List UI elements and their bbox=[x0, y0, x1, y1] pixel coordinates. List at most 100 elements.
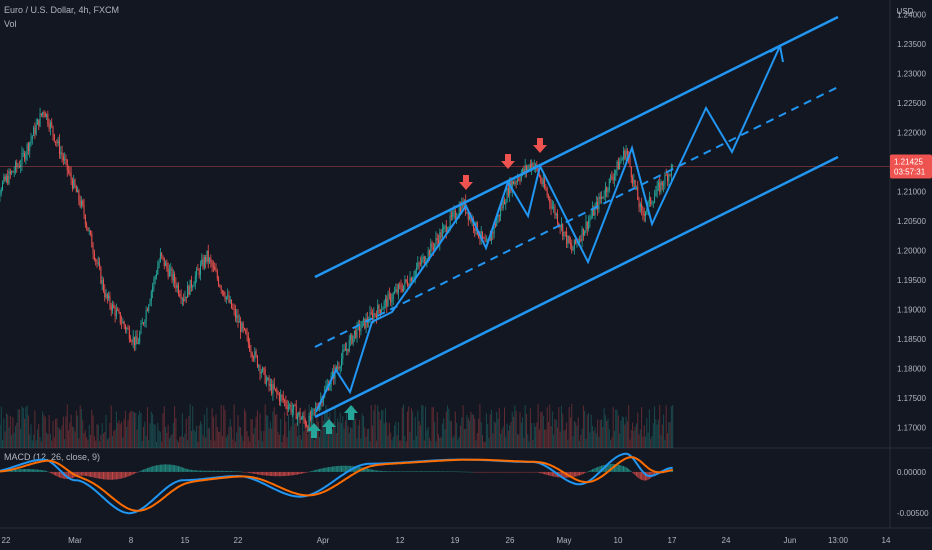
macd-histogram-bar bbox=[620, 465, 622, 472]
candle-body bbox=[179, 293, 181, 297]
candle-body bbox=[422, 256, 424, 260]
candle-body bbox=[625, 150, 627, 159]
candle-body bbox=[364, 318, 366, 329]
volume-bar bbox=[196, 425, 198, 448]
candle-body bbox=[619, 162, 621, 170]
volume-bar bbox=[666, 433, 668, 448]
symbol-title[interactable]: Euro / U.S. Dollar, 4h, FXCM bbox=[4, 5, 120, 15]
macd-histogram-bar bbox=[497, 471, 499, 473]
macd-histogram-bar bbox=[144, 469, 146, 472]
macd-histogram-bar bbox=[243, 471, 245, 473]
volume-bar bbox=[5, 413, 7, 448]
volume-bar bbox=[359, 419, 361, 448]
macd-histogram-bar bbox=[494, 471, 496, 473]
macd-histogram-bar bbox=[302, 471, 304, 474]
candle-body bbox=[25, 154, 27, 160]
macd-histogram-bar bbox=[196, 470, 198, 472]
candle-body bbox=[467, 212, 469, 220]
candle-body bbox=[175, 282, 177, 289]
volume-bar bbox=[638, 434, 640, 448]
volume-bar bbox=[412, 411, 414, 448]
volume-bar bbox=[84, 430, 86, 448]
macd-histogram-bar bbox=[295, 471, 297, 475]
volume-bar bbox=[575, 422, 577, 448]
macd-histogram-bar bbox=[579, 471, 581, 476]
candle-body bbox=[643, 213, 645, 217]
candle-body bbox=[414, 270, 416, 277]
volume-bar bbox=[79, 405, 81, 448]
macd-histogram-bar bbox=[101, 471, 103, 480]
macd-histogram-bar bbox=[16, 469, 18, 472]
volume-bar bbox=[126, 426, 128, 448]
volume-bar bbox=[500, 433, 502, 448]
price-tick-label: 1.17500 bbox=[897, 394, 926, 403]
macd-histogram-bar bbox=[255, 471, 257, 475]
volume-bar bbox=[379, 419, 381, 448]
candle-body bbox=[232, 307, 234, 309]
volume-bar bbox=[97, 424, 99, 448]
macd-histogram-bar bbox=[427, 471, 429, 472]
macd-histogram-bar bbox=[335, 466, 337, 472]
volume-bar bbox=[651, 435, 653, 448]
macd-histogram-bar bbox=[421, 471, 423, 472]
candle-body bbox=[434, 243, 436, 250]
macd-histogram-bar bbox=[184, 468, 186, 472]
macd-histogram-bar bbox=[487, 471, 489, 473]
candle-body bbox=[532, 163, 534, 167]
candle-body bbox=[13, 171, 15, 173]
volume-bar bbox=[150, 411, 152, 448]
macd-histogram-bar bbox=[645, 471, 646, 481]
volume-bar bbox=[212, 416, 214, 448]
macd-histogram-bar bbox=[480, 471, 482, 473]
candle-body bbox=[554, 206, 556, 216]
candle-body bbox=[443, 226, 445, 229]
macd-histogram-bar bbox=[136, 471, 138, 473]
macd-histogram-bar bbox=[339, 465, 341, 472]
candle-body bbox=[207, 250, 209, 262]
volume-bar bbox=[586, 414, 588, 448]
volume-bar bbox=[223, 405, 225, 448]
volume-bar bbox=[369, 441, 371, 448]
macd-histogram-bar bbox=[247, 471, 249, 473]
candle-body bbox=[102, 280, 104, 291]
volume-bar bbox=[285, 421, 287, 448]
volume-label[interactable]: Vol bbox=[4, 19, 17, 29]
candle-body bbox=[71, 179, 73, 189]
volume-bar bbox=[320, 430, 322, 448]
candle-body bbox=[112, 304, 114, 311]
macd-histogram-bar bbox=[476, 471, 478, 473]
volume-bar bbox=[546, 407, 548, 448]
volume-bar bbox=[74, 431, 76, 448]
volume-bar bbox=[471, 414, 473, 448]
candle-body bbox=[36, 119, 38, 125]
macd-histogram-bar bbox=[324, 467, 326, 472]
volume-bar bbox=[607, 418, 609, 448]
volume-bar bbox=[559, 431, 561, 448]
volume-bar bbox=[162, 413, 164, 448]
volume-bar bbox=[540, 411, 542, 448]
volume-bar bbox=[317, 421, 319, 448]
macd-histogram-bar bbox=[236, 471, 238, 472]
macd-histogram-bar bbox=[29, 469, 31, 472]
volume-bar bbox=[295, 422, 297, 448]
candle-body bbox=[576, 241, 578, 244]
volume-bar bbox=[262, 441, 264, 448]
candle-body bbox=[194, 276, 196, 285]
candle-body bbox=[440, 232, 442, 238]
volume-bar bbox=[672, 404, 674, 448]
signal-line bbox=[0, 456, 673, 512]
macd-histogram-bar bbox=[425, 471, 427, 472]
volume-bar bbox=[593, 431, 595, 448]
time-axis-label: 22 bbox=[2, 536, 11, 545]
macd-histogram-bar bbox=[286, 471, 288, 476]
volume-bar bbox=[599, 419, 601, 448]
volume-bar bbox=[148, 439, 150, 448]
macd-histogram-bar bbox=[423, 471, 425, 472]
candle-body bbox=[47, 114, 49, 125]
macd-histogram-bar bbox=[525, 471, 527, 473]
macd-histogram-bar bbox=[496, 471, 498, 473]
macd-histogram-bar bbox=[569, 471, 571, 478]
volume-bar bbox=[533, 423, 535, 448]
volume-bar bbox=[591, 425, 593, 448]
